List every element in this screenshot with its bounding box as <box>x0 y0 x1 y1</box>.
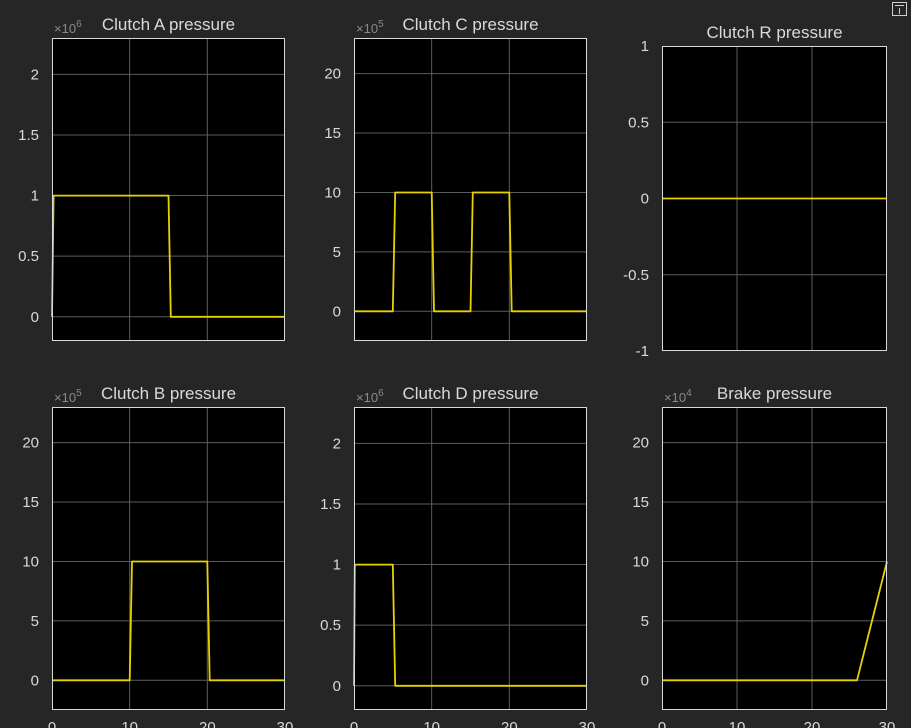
y-tick-label: 5 <box>31 613 39 630</box>
clutch-c-pressure-axes: 0 5 10 15 20 ×105 Clutch C pressure <box>324 15 587 341</box>
y-tick-label: 1 <box>641 38 649 55</box>
y-tick-label: 5 <box>333 244 341 261</box>
y-tick-label: 0 <box>641 672 649 689</box>
x-tick-label: 0 <box>658 719 666 728</box>
clutch-a-pressure-plot-area <box>52 38 285 341</box>
clutch-d-pressure-title: Clutch D pressure <box>402 384 538 403</box>
y-tick-label: 15 <box>22 494 39 511</box>
y-tick-label: 0 <box>31 309 39 326</box>
x-tick-label: 30 <box>879 719 896 728</box>
brake-pressure-axes-frame <box>662 407 887 710</box>
y-tick-label: 20 <box>22 435 39 452</box>
clutch-r-pressure-title: Clutch R pressure <box>706 23 842 42</box>
brake-pressure-title: Brake pressure <box>717 384 832 403</box>
y-tick-label: 20 <box>632 435 649 452</box>
x-tick-label: 10 <box>121 719 138 728</box>
y-tick-label: 1 <box>31 188 39 205</box>
clutch-r-pressure-axes: -1 -0.5 0 0.5 1 Clutch R pressure <box>623 23 887 360</box>
x-tick-label: 0 <box>350 719 358 728</box>
clutch-a-pressure-axes: 0 0.5 1 1.5 2 ×106 Clutch A pressure <box>18 15 285 341</box>
clutch-a-pressure-title: Clutch A pressure <box>102 15 235 34</box>
x-tick-label: 0 <box>48 719 56 728</box>
y-tick-label: 5 <box>641 613 649 630</box>
clutch-c-pressure-axes-frame <box>354 38 587 341</box>
clutch-b-pressure-axes-frame <box>52 407 285 710</box>
x-tick-label: 10 <box>423 719 440 728</box>
clutch-b-pressure-trace-1 <box>52 560 285 682</box>
x-tick-label: 20 <box>804 719 821 728</box>
y-tick-label: 2 <box>31 66 39 83</box>
clutch-b-pressure-title: Clutch B pressure <box>101 384 236 403</box>
clutch-a-pressure-exponent-label: ×106 <box>54 19 82 36</box>
y-tick-label: 0.5 <box>628 114 649 131</box>
clutch-b-pressure-plot-area <box>52 407 285 710</box>
y-tick-label: 2 <box>333 435 341 452</box>
y-tick-label: 10 <box>22 553 39 570</box>
y-tick-label: 0.5 <box>18 248 39 265</box>
clutch-c-pressure-exponent-label: ×105 <box>356 19 384 36</box>
clutch-b-pressure-axes: 0 5 10 15 20 0 10 20 30 ×105 Clutch B pressure <box>22 384 293 728</box>
x-tick-label: 10 <box>729 719 746 728</box>
y-tick-label: 0 <box>333 303 341 320</box>
x-tick-label: 20 <box>199 719 216 728</box>
undock-icon[interactable] <box>892 2 907 16</box>
y-tick-label: 10 <box>324 184 341 201</box>
y-tick-label: 0 <box>641 191 649 208</box>
y-tick-label: 1 <box>333 557 341 574</box>
brake-pressure-exponent-label: ×104 <box>664 388 692 405</box>
y-tick-label: -0.5 <box>623 267 649 284</box>
brake-pressure-axes: 0 5 10 15 20 0 10 20 30 ×104 Brake pressure <box>632 384 895 728</box>
clutch-b-pressure-exponent-label: ×105 <box>54 388 82 405</box>
y-tick-label: 20 <box>324 66 341 83</box>
y-tick-label: 15 <box>324 125 341 142</box>
brake-pressure-plot-area <box>662 407 887 710</box>
x-tick-label: 30 <box>277 719 294 728</box>
clutch-c-pressure-title: Clutch C pressure <box>402 15 538 34</box>
clutch-d-pressure-plot-area <box>354 407 587 710</box>
clutch-d-pressure-exponent-label: ×106 <box>356 388 384 405</box>
y-tick-label: 15 <box>632 494 649 511</box>
clutch-a-pressure-axes-frame <box>52 38 285 341</box>
y-tick-label: 0 <box>31 672 39 689</box>
clutch-r-pressure-axes-frame <box>662 46 887 351</box>
y-tick-label: -1 <box>636 343 649 360</box>
y-tick-label: 1.5 <box>18 127 39 144</box>
x-tick-label: 20 <box>501 719 518 728</box>
clutch-d-pressure-axes: 00.511.520 10 20 30×106 Clutch D pressure <box>320 384 595 728</box>
y-tick-label: 10 <box>632 553 649 570</box>
clutch-d-pressure-axes-frame <box>354 407 587 710</box>
y-tick-label: 0.5 <box>320 617 341 634</box>
x-tick-label: 30 <box>579 719 596 728</box>
clutch-c-pressure-trace-1 <box>354 191 587 313</box>
clutch-a-pressure-trace-1 <box>51 194 285 318</box>
y-tick-label: 1.5 <box>320 496 341 513</box>
brake-pressure-trace-1 <box>662 561 888 682</box>
y-tick-label: 0 <box>333 678 341 695</box>
